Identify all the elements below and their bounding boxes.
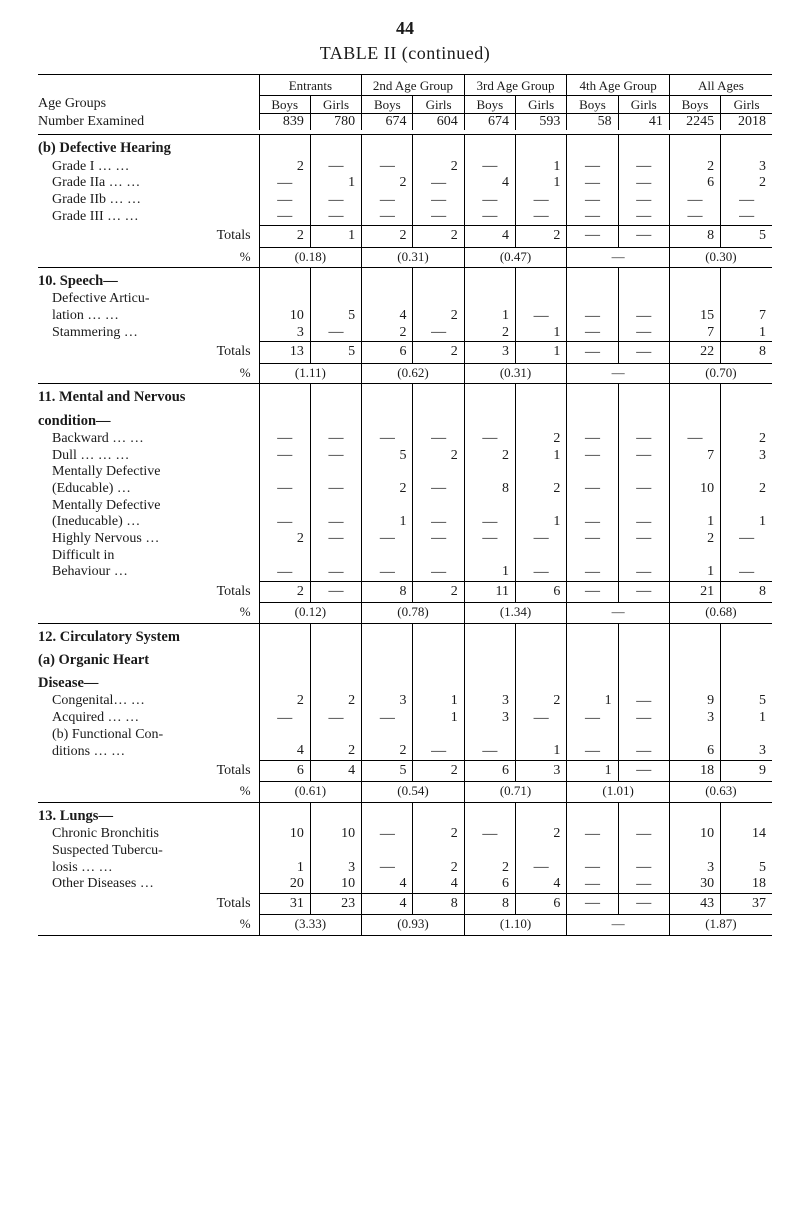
col-group: 3rd Age Group (464, 75, 567, 96)
number-examined-label: Number Examined (38, 114, 259, 131)
page-number: 44 (38, 18, 772, 39)
col-group: 2nd Age Group (362, 75, 465, 96)
col-group: 4th Age Group (567, 75, 670, 96)
age-groups-label: Age Groups (38, 95, 259, 114)
data-table: Entrants2nd Age Group3rd Age Group4th Ag… (38, 74, 772, 936)
col-group: All Ages (669, 75, 772, 96)
table-title: TABLE II (continued) (38, 43, 772, 64)
col-group: Entrants (259, 75, 362, 96)
